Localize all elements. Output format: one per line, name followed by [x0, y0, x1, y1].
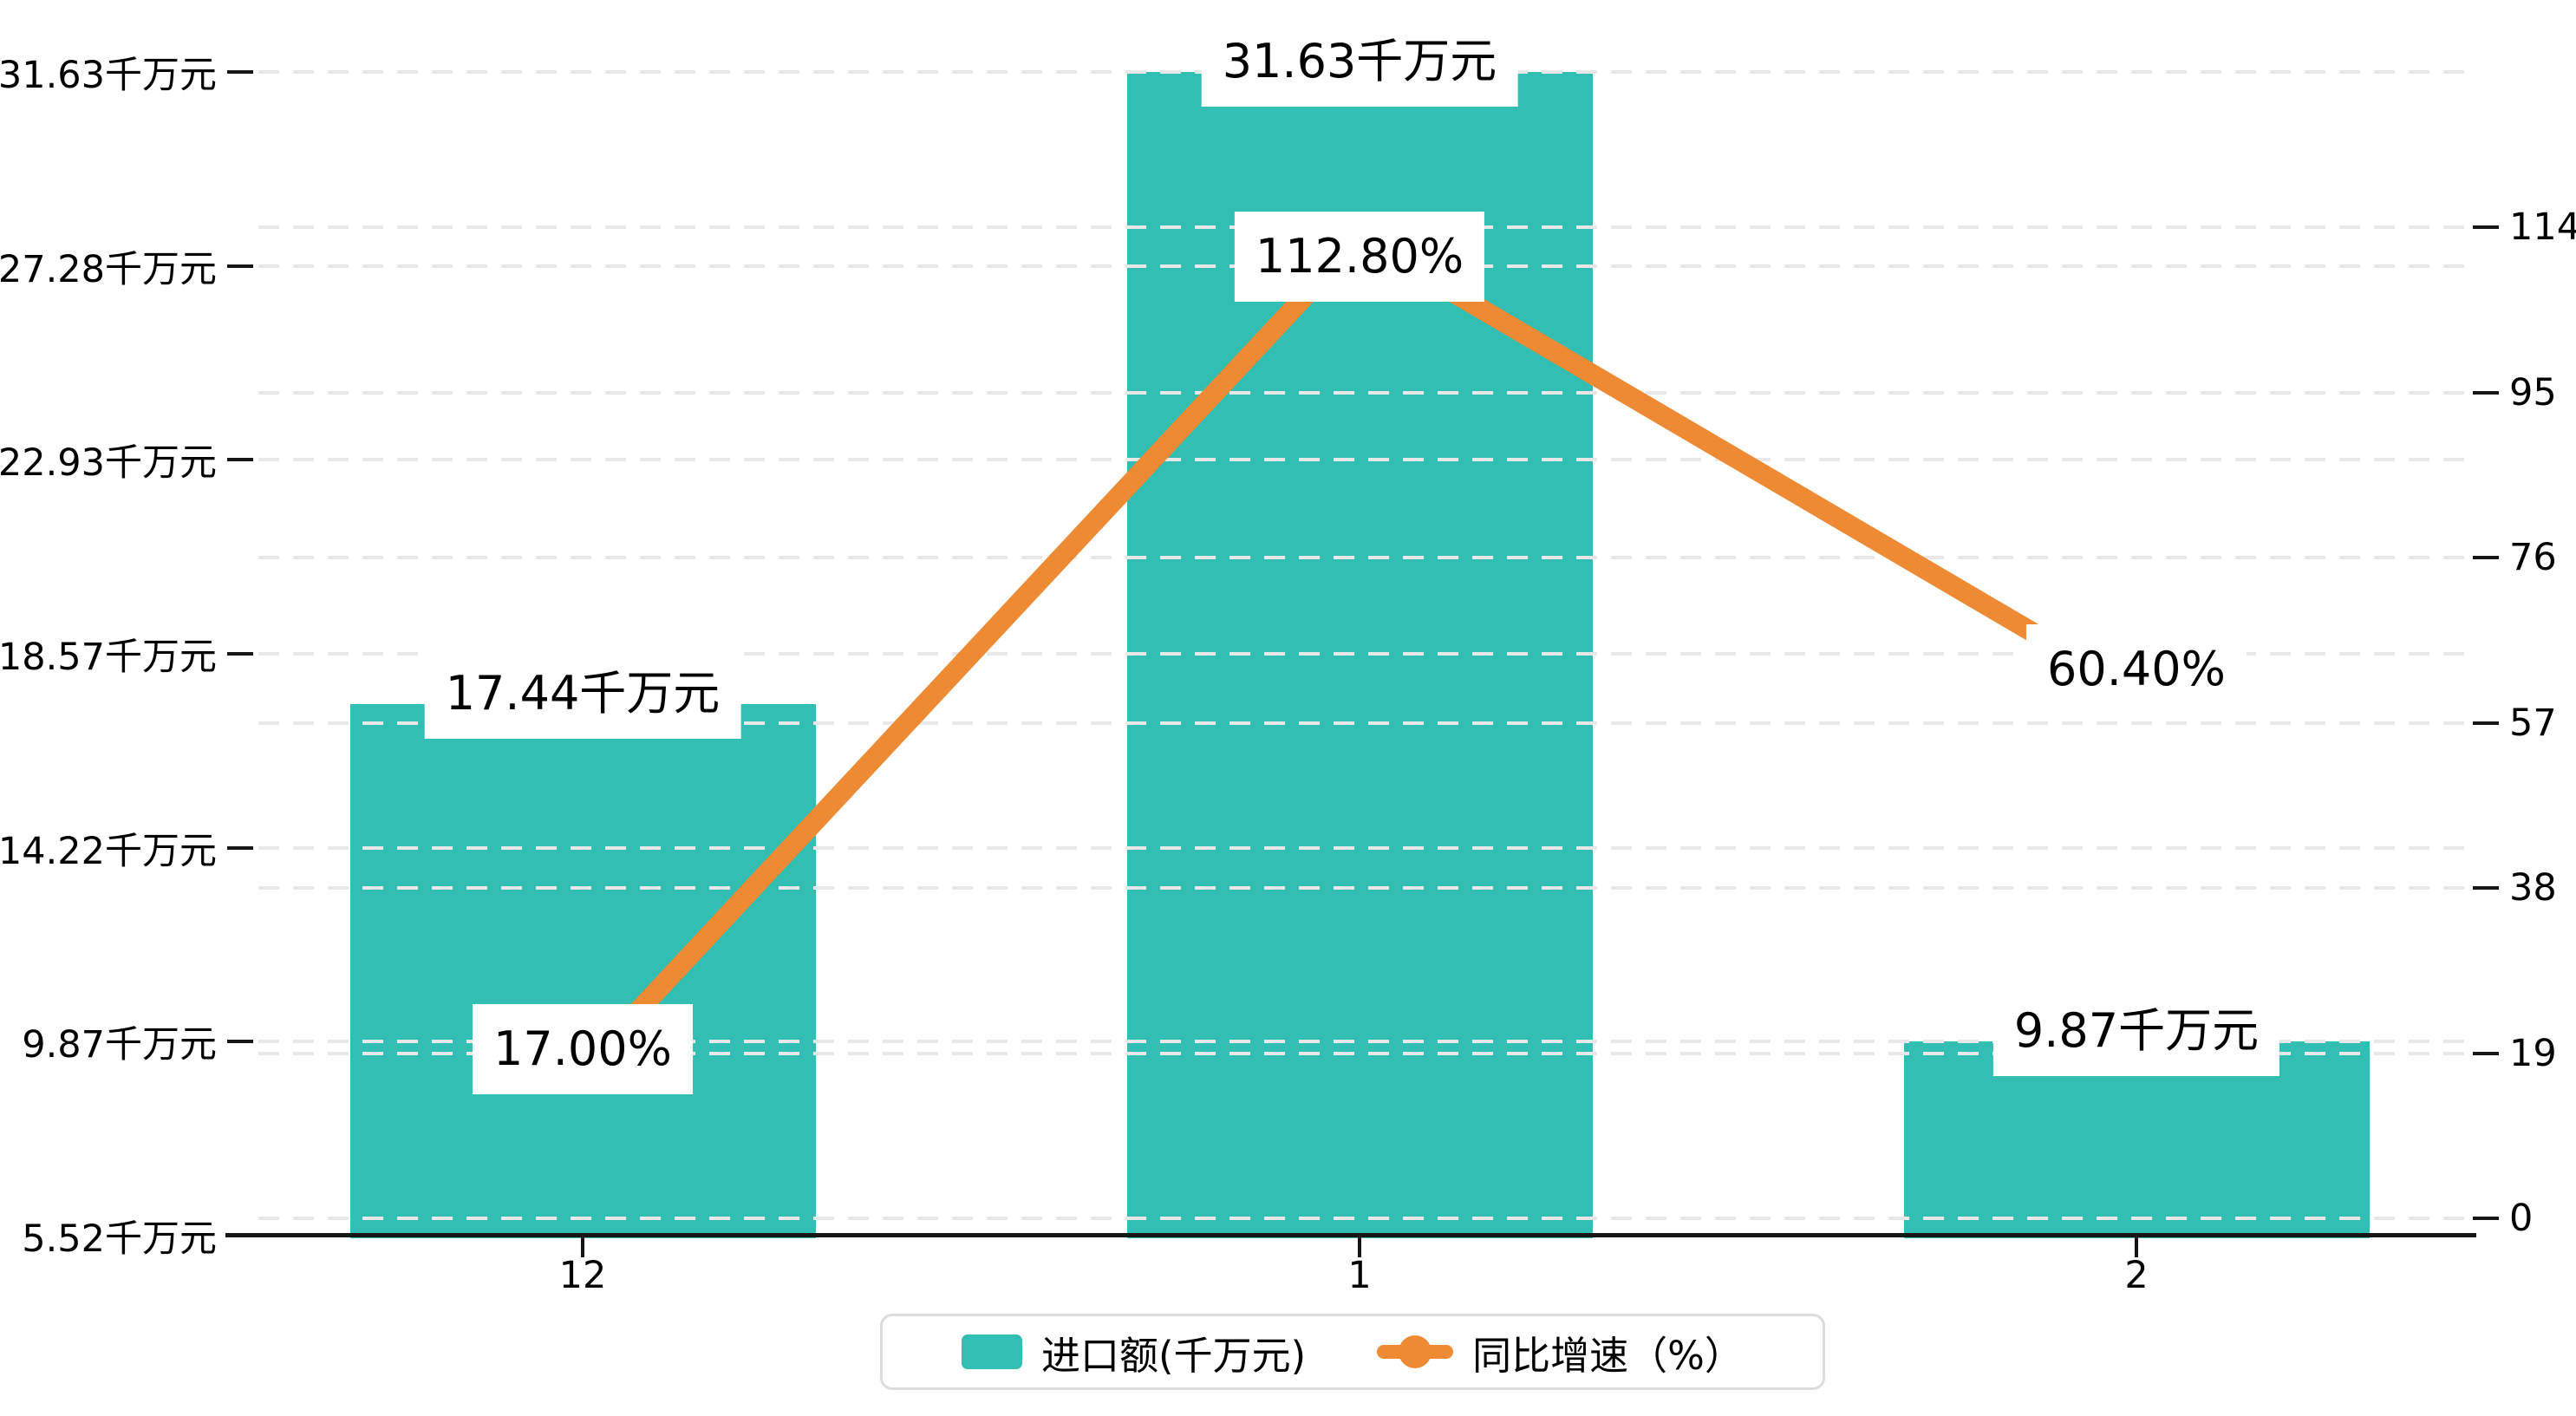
gridline	[258, 886, 2469, 890]
y-axis-right-label: 57	[2509, 701, 2557, 745]
x-axis-tick	[1358, 1235, 1361, 1257]
y-axis-right-label: 19	[2509, 1031, 2557, 1075]
x-axis-label: 12	[558, 1254, 607, 1297]
bar-value-label: 9.87千万元	[1992, 986, 2280, 1077]
y-axis-left-label: 14.22千万元	[0, 829, 217, 873]
x-axis-label: 1	[1347, 1254, 1372, 1297]
bar-swatch-icon	[962, 1334, 1023, 1369]
y-axis-right-tick	[2473, 721, 2499, 725]
y-axis-left-tick	[227, 458, 253, 462]
y-axis-right-tick	[2473, 225, 2499, 229]
y-axis-right-label: 38	[2509, 866, 2557, 910]
gridline	[258, 1040, 2469, 1044]
gridline	[258, 390, 2469, 395]
y-axis-left-tick	[227, 70, 253, 74]
bar-value-label: 17.44千万元	[424, 649, 741, 740]
y-axis-right-label: 76	[2509, 536, 2557, 579]
y-axis-left-tick	[227, 652, 253, 656]
legend-item-label: 进口额(千万元)	[1041, 1332, 1307, 1379]
y-axis-left-tick	[227, 264, 253, 268]
gridline	[258, 845, 2469, 850]
gridline	[258, 721, 2469, 725]
y-axis-right-tick	[2473, 556, 2499, 559]
y-axis-left-tick	[227, 845, 253, 850]
gridline	[258, 556, 2469, 559]
y-axis-left-label: 9.87千万元	[22, 1023, 217, 1067]
y-axis-right-tick	[2473, 886, 2499, 890]
bar-value-label: 31.63千万元	[1201, 16, 1518, 107]
y-axis-left-label: 31.63千万元	[0, 54, 217, 97]
y-axis-right-tick	[2473, 390, 2499, 395]
line-marker-icon	[1377, 1335, 1454, 1368]
gridline	[258, 1051, 2469, 1055]
y-axis-left-label: 27.28千万元	[0, 247, 217, 291]
y-axis-left-label: 5.52千万元	[22, 1217, 217, 1261]
x-axis-label: 2	[2124, 1254, 2149, 1297]
bar	[349, 704, 816, 1238]
gridline	[258, 1217, 2469, 1220]
y-axis-right-tick	[2473, 1217, 2499, 1220]
gridline	[258, 652, 2469, 656]
legend-item-yoy-growth[interactable]: 同比增速（%）	[1377, 1324, 1744, 1380]
line-value-label: 112.80%	[1234, 212, 1485, 303]
y-axis-left-tick	[227, 1040, 253, 1044]
y-axis-left-tick	[227, 1234, 253, 1237]
gridline	[258, 458, 2469, 462]
y-axis-right-label: 0	[2509, 1197, 2534, 1240]
legend-item-import-amount[interactable]: 进口额(千万元)	[962, 1324, 1306, 1380]
line-marker-dot-icon	[1399, 1335, 1432, 1368]
legend: 进口额(千万元) 同比增速（%）	[880, 1314, 1825, 1390]
y-axis-right-label: 114	[2509, 206, 2576, 249]
x-axis-tick	[581, 1235, 584, 1257]
line-value-label: 17.00%	[473, 1003, 693, 1094]
x-axis-tick	[2135, 1235, 2138, 1257]
legend-item-label: 同比增速（%）	[1472, 1332, 1744, 1379]
y-axis-left-label: 22.93千万元	[0, 441, 217, 486]
x-axis-line	[225, 1233, 2476, 1237]
line-value-label: 60.40%	[2026, 624, 2247, 715]
y-axis-left-label: 18.57千万元	[0, 636, 217, 679]
growth-line	[575, 227, 2142, 1078]
y-axis-right-label: 95	[2509, 370, 2557, 414]
y-axis-right-tick	[2473, 1051, 2499, 1055]
